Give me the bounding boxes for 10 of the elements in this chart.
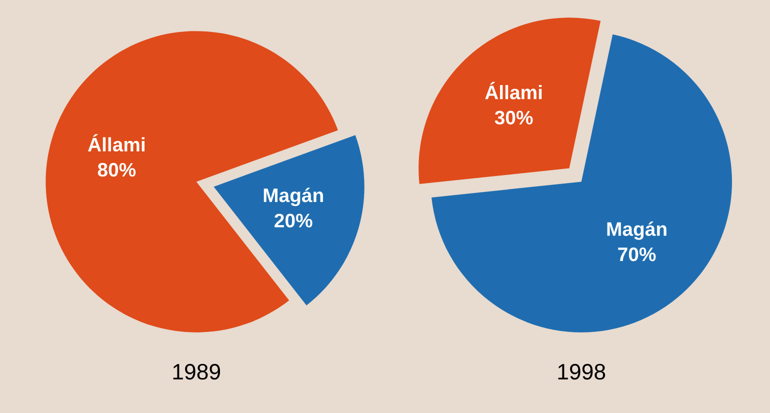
slice-label: Állami bbox=[485, 82, 542, 100]
data-label: 20% bbox=[274, 214, 312, 228]
data-label: 80% bbox=[98, 162, 136, 177]
data-label: 30% bbox=[494, 110, 533, 125]
text: 1998 bbox=[558, 364, 606, 380]
data-label: 70% bbox=[618, 247, 656, 262]
slice-label: Állami bbox=[88, 134, 144, 152]
slice-label: Magán bbox=[264, 188, 323, 206]
slice-label: Magán bbox=[607, 222, 666, 240]
text: 1989 bbox=[173, 364, 220, 380]
